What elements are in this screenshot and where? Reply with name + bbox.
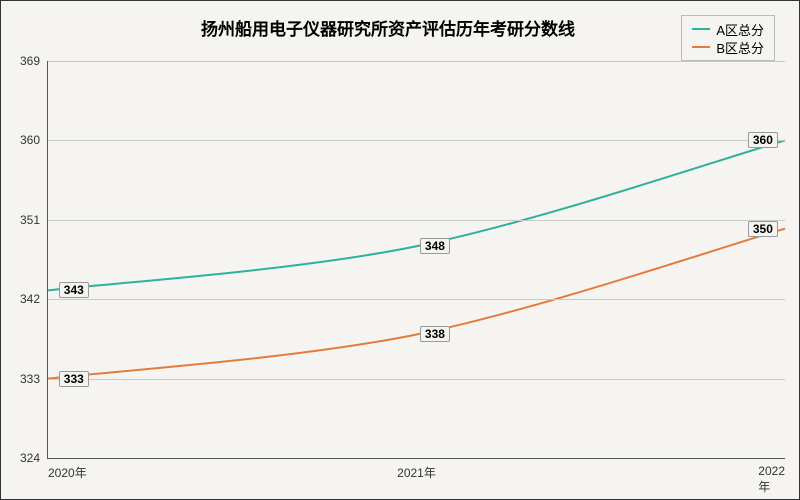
gridline	[48, 379, 785, 380]
y-tick-label: 351	[20, 213, 40, 227]
legend-swatch-a	[692, 28, 710, 30]
gridline	[48, 299, 785, 300]
data-label: 333	[59, 371, 89, 387]
y-tick-label: 369	[20, 54, 40, 68]
chart-container: 扬州船用电子仪器研究所资产评估历年考研分数线 A区总分 B区总分 324 333 3…	[1, 1, 799, 499]
series-line-1	[48, 229, 785, 379]
gridline	[48, 140, 785, 141]
data-label: 348	[420, 238, 450, 254]
y-tick-label: 360	[20, 133, 40, 147]
x-tick-label: 2021年	[397, 464, 436, 481]
legend-item-b: B区总分	[692, 38, 764, 56]
y-tick-label: 324	[20, 451, 40, 465]
y-tick-label: 342	[20, 292, 40, 306]
legend-item-a: A区总分	[692, 20, 764, 38]
gridline	[48, 61, 785, 62]
plot-area: 3243333423513603692020年2021年2022年3433483…	[47, 61, 785, 459]
legend: A区总分 B区总分	[681, 15, 775, 61]
x-tick-label: 2022年	[758, 464, 785, 495]
chart-title: 扬州船用电子仪器研究所资产评估历年考研分数线	[1, 1, 799, 40]
x-tick-label: 2020年	[48, 464, 87, 481]
series-line-0	[48, 140, 785, 290]
gridline	[48, 220, 785, 221]
y-tick-label: 333	[20, 372, 40, 386]
data-label: 343	[59, 282, 89, 298]
legend-swatch-b	[692, 46, 710, 48]
data-label: 350	[748, 221, 778, 237]
data-label: 360	[748, 132, 778, 148]
data-label: 338	[420, 326, 450, 342]
legend-label-a: A区总分	[716, 20, 764, 39]
legend-label-b: B区总分	[716, 38, 764, 57]
line-layer	[48, 61, 785, 458]
